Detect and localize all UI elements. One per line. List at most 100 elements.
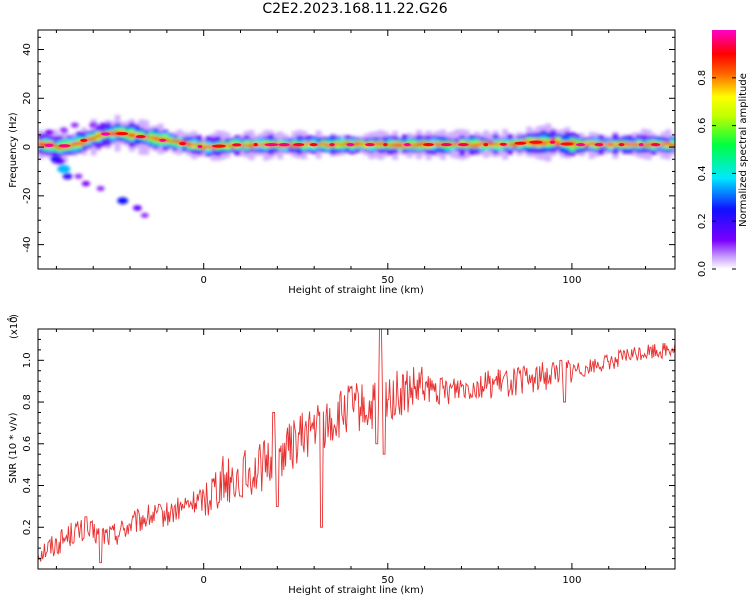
spectrogram-hotspot [346, 143, 355, 147]
spectrogram-cell [243, 144, 250, 147]
spectrogram-hotspot [423, 143, 434, 147]
spectrogram-cell [81, 140, 87, 145]
colorbar-tick-label: 0.0 [697, 261, 708, 277]
spectrogram-cell [229, 144, 236, 148]
spectrogram-cell [430, 142, 437, 145]
spectrogram-hotspot [403, 143, 411, 147]
spectrogram-cell [387, 144, 394, 147]
spectrogram-hotspot [80, 138, 88, 142]
spectrogram-cell [488, 142, 494, 146]
spectrogram-ticks: 0 50 100 -40 -20 0 20 40 [22, 30, 675, 286]
spectrogram-cell [583, 143, 590, 147]
spectrogram-hotspot [383, 143, 388, 147]
spectrogram-cell [191, 143, 198, 146]
y-tick-label: 0.8 [22, 394, 33, 410]
y-tick-label: -40 [22, 236, 33, 252]
spectrogram-cell [210, 146, 217, 150]
spectrogram-cell [507, 143, 513, 147]
spectrogram-cell [526, 140, 533, 144]
spectrogram-blob [96, 185, 105, 192]
spectrogram-cell [545, 140, 552, 144]
spectrogram-hotspot [594, 143, 604, 147]
spectrogram-cell [76, 141, 83, 146]
spectrogram-cell [612, 144, 619, 147]
snr-frame [37, 328, 676, 570]
spectrogram-hotspot [179, 142, 187, 146]
y-tick-label: 0.6 [22, 436, 33, 452]
colorbar-tick-label: 0.2 [697, 213, 708, 229]
spectrogram-cell [176, 140, 183, 144]
spectrogram-hotspot [329, 143, 335, 147]
y-tick-label: -20 [22, 188, 33, 204]
y-tick-label: 40 [22, 43, 33, 56]
spectrogram-cell [631, 142, 638, 147]
spectrogram-cell [607, 142, 614, 147]
spectrogram-hotspot [499, 142, 507, 146]
colorbar-tick-label: 0.4 [697, 165, 708, 181]
spectrogram-cell [95, 134, 102, 138]
spectrogram-hotspot [483, 143, 489, 147]
spectrogram-band [38, 114, 675, 165]
spectrogram-cell [186, 142, 193, 147]
spectrogram-cell [315, 144, 322, 147]
spectrogram-cell [583, 140, 590, 147]
y-tick-label: 0.2 [22, 519, 33, 535]
spectrogram-cell [416, 142, 422, 147]
snr-x-axis-label: Height of straight line (km) [288, 585, 424, 596]
spectrogram-cell [306, 142, 312, 145]
colorbar-label: Normalized spectral amplitude [738, 73, 749, 227]
spectrogram-hotspot [197, 144, 203, 149]
spectrogram-x-axis-label: Height of straight line (km) [288, 285, 424, 296]
spectrogram-cell [540, 140, 547, 146]
x-tick-label: 100 [562, 575, 581, 586]
spectrogram-cell [377, 142, 384, 146]
spectrogram-cell [612, 141, 619, 147]
spectrogram-cell [397, 143, 403, 148]
spectrogram-cell [626, 143, 633, 147]
spectrogram-cell [200, 145, 207, 149]
spectrogram-cell [622, 142, 628, 147]
colorbar-ticks: 0.0 0.2 0.4 0.6 0.8 [697, 70, 736, 277]
spectrogram-hotspot [529, 140, 543, 144]
spectrogram-cell [90, 136, 97, 140]
spectrogram-scatter [44, 122, 149, 218]
spectrogram-cell [339, 144, 346, 147]
spectrogram-hotspot [638, 143, 644, 147]
y-tick-label: 0.4 [22, 478, 33, 494]
snr-multiplier: (x10 4 ) [6, 314, 20, 339]
x-tick-label: 50 [381, 275, 394, 286]
spectrogram-cell [511, 142, 518, 147]
spectrogram-heatmap [38, 114, 675, 218]
spectrogram-cell [555, 141, 561, 146]
spectrogram-blob [70, 122, 79, 128]
spectrogram-hotspot [253, 143, 258, 147]
spectrogram-cell [478, 142, 485, 147]
spectrogram-hotspot [44, 143, 54, 147]
spectrogram-hotspot [135, 135, 146, 139]
y-tick-label: 20 [22, 92, 33, 105]
snr-panel: 0 50 100 0.2 0.4 0.6 0.8 1.0 Height of straight… [6, 314, 676, 596]
spectrogram-hotspot [309, 143, 318, 147]
spectrogram-cell [124, 133, 131, 136]
spectrogram-cell [392, 143, 399, 147]
spectrogram-hotspot [101, 132, 111, 136]
spectrogram-y-axis-label: Frequency (Hz) [8, 112, 19, 188]
x-tick-label: 0 [201, 575, 207, 586]
spectrogram-cell [358, 142, 365, 146]
spectrogram-cell [588, 142, 595, 146]
spectrogram-hotspot [232, 143, 242, 147]
spectrogram-cell [152, 136, 159, 141]
spectrogram-hotspot [159, 138, 167, 142]
spectrogram-cell [435, 142, 442, 147]
spectrogram-cell [454, 142, 461, 146]
x-tick-label: 100 [562, 275, 581, 286]
spectrogram-cell [353, 142, 360, 146]
spectrogram-hotspot [458, 143, 469, 147]
snr-series-line [38, 329, 675, 564]
spectrogram-cell [167, 139, 174, 143]
spectrogram-cell [85, 137, 92, 142]
spectrogram-hotspot [576, 143, 585, 147]
spectrogram-cell [248, 143, 255, 148]
y-tick-label: 0 [22, 144, 33, 150]
spectrogram-hotspot [549, 140, 556, 144]
